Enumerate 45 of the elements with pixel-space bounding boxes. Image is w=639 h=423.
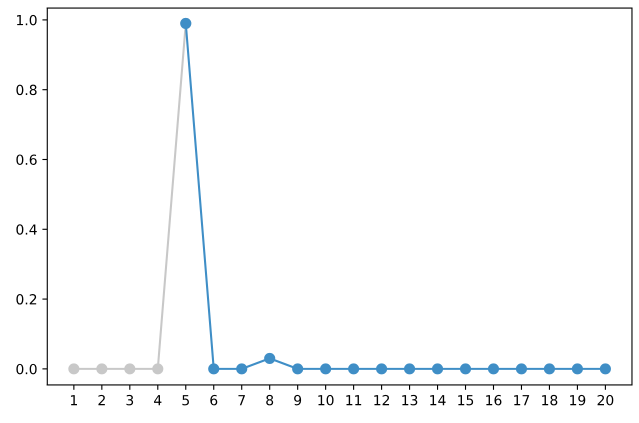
x-tick-label: 6 xyxy=(210,394,218,406)
point xyxy=(264,352,276,364)
point xyxy=(124,363,136,374)
x-tick-label: 14 xyxy=(430,395,446,406)
x-tick-label: 19 xyxy=(570,394,586,406)
point xyxy=(320,363,332,374)
x-tick-label: 12 xyxy=(374,394,390,406)
x-tick-label: 18 xyxy=(542,394,558,406)
y-tick-label: 0.0 xyxy=(16,364,37,374)
point xyxy=(432,363,444,374)
x-tick-label: 9 xyxy=(294,394,302,406)
x-tick-label: 4 xyxy=(154,395,162,406)
x-tick-label: 7 xyxy=(238,395,245,406)
x-tick-label: 3 xyxy=(126,394,134,406)
point xyxy=(96,363,108,374)
point xyxy=(348,363,360,374)
x-tick-label: 10 xyxy=(318,394,334,406)
point xyxy=(516,363,528,374)
point xyxy=(404,363,416,374)
y-tick-label: 1.0 xyxy=(17,14,37,26)
x-tick-label: 1 xyxy=(70,395,77,406)
point xyxy=(488,363,500,374)
point xyxy=(460,363,472,374)
x-tick-label: 13 xyxy=(402,394,418,406)
x-tick-label: 20 xyxy=(598,394,614,406)
y-tick-label: 0.2 xyxy=(16,294,36,305)
y-tick-label: 0.6 xyxy=(16,154,37,165)
x-tick-label: 8 xyxy=(266,394,274,406)
point xyxy=(152,363,164,374)
point xyxy=(208,363,220,374)
x-tick-label: 17 xyxy=(514,395,530,406)
x-tick-label: 2 xyxy=(98,394,105,406)
point xyxy=(376,363,388,374)
point xyxy=(572,363,583,374)
x-tick-label: 5 xyxy=(182,395,189,406)
point xyxy=(544,363,555,374)
point xyxy=(68,363,80,374)
x-tick-label: 16 xyxy=(486,394,502,406)
point xyxy=(236,363,248,374)
point xyxy=(600,363,611,374)
x-tick-label: 11 xyxy=(346,395,362,406)
x-tick-label: 15 xyxy=(458,395,474,406)
point xyxy=(292,363,304,374)
y-tick-label: 0.4 xyxy=(16,224,37,235)
y-tick-label: 0.8 xyxy=(16,84,37,96)
